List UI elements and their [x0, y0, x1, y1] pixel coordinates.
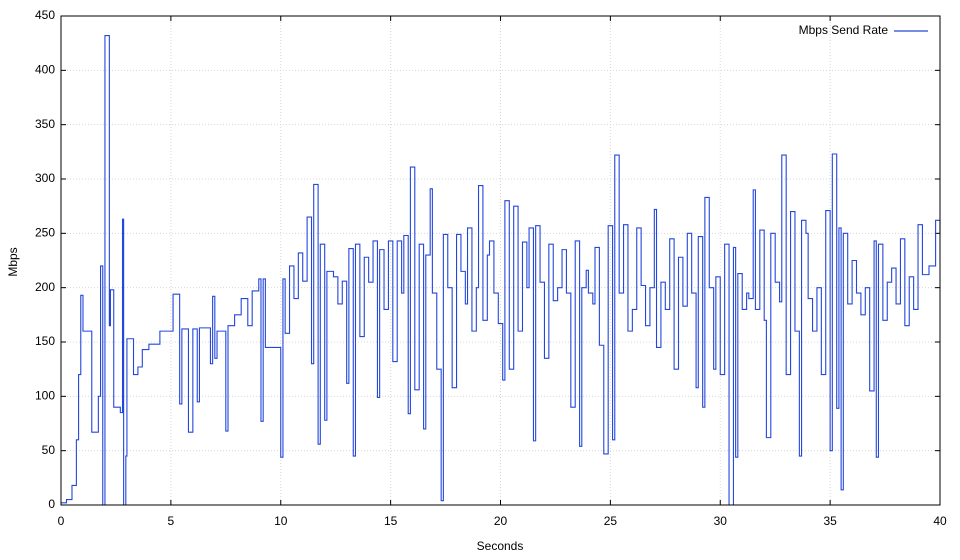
- x-tick-label: 35: [823, 514, 837, 528]
- y-tick-label: 400: [35, 63, 55, 77]
- y-tick-label: 450: [35, 8, 55, 22]
- x-tick-label: 5: [168, 514, 175, 528]
- legend-label: Mbps Send Rate: [799, 23, 889, 37]
- x-axis-label: Seconds: [477, 539, 524, 553]
- x-tick-label: 20: [494, 514, 508, 528]
- y-tick-label: 100: [35, 389, 55, 403]
- x-tick-label: 15: [384, 514, 398, 528]
- x-tick-label: 0: [58, 514, 65, 528]
- y-tick-label: 250: [35, 226, 55, 240]
- y-tick-label: 300: [35, 171, 55, 185]
- data-line: [61, 35, 941, 506]
- plot-frame: [60, 15, 941, 506]
- x-tick-label: 25: [604, 514, 618, 528]
- y-tick-label: 200: [35, 280, 55, 294]
- x-tick-label: 40: [933, 514, 947, 528]
- y-tick-label: 150: [35, 334, 55, 348]
- y-tick-label: 350: [35, 117, 55, 131]
- y-tick-label: 50: [42, 443, 56, 457]
- x-tick-label: 10: [274, 514, 288, 528]
- y-tick-label: 0: [48, 497, 55, 511]
- x-tick-label: 30: [714, 514, 728, 528]
- y-axis-label: Mbps: [6, 247, 20, 276]
